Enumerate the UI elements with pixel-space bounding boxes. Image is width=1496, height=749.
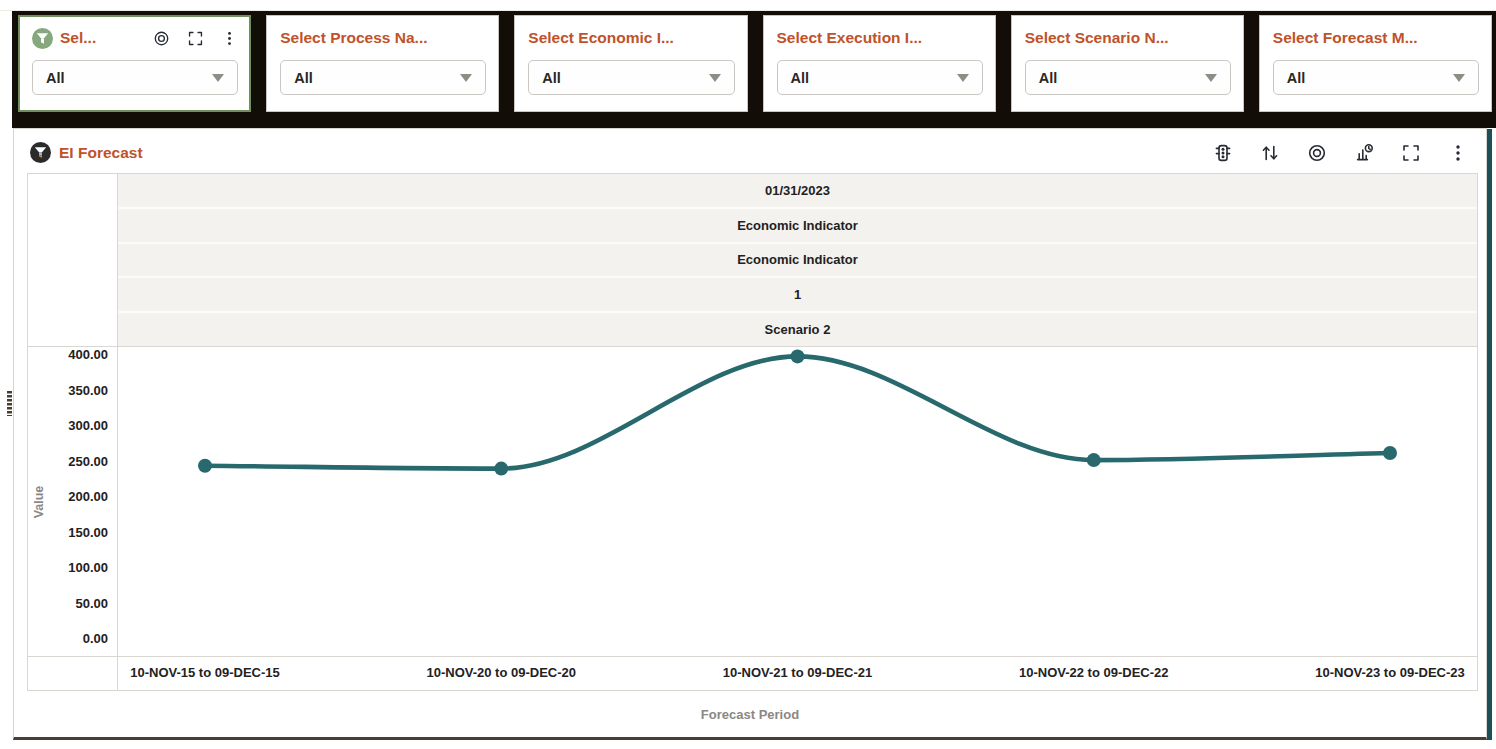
filter-dropdown[interactable]: All [32,60,238,95]
panel-title: EI Forecast [59,144,143,162]
y-tick-label: 100.00 [68,560,108,576]
chart-header-rows: 01/31/2023Economic IndicatorEconomic Ind… [118,174,1477,347]
data-point [1087,453,1101,467]
chart-header-row: 1 [118,278,1477,313]
data-point [494,462,508,476]
x-tick-label: 10-NOV-22 to 09-DEC-22 [1019,665,1169,680]
y-tick-label: 400.00 [68,347,108,363]
data-point [198,459,212,473]
filter-card-5: Select Scenario N... All [1011,15,1244,112]
x-tick-label: 10-NOV-21 to 09-DEC-21 [723,665,873,680]
chevron-down-icon [1453,74,1465,82]
y-tick-label: 0.00 [83,631,108,647]
chart-type-icon[interactable] [1354,143,1374,163]
y-tick-label: 200.00 [68,489,108,505]
filter-dropdown-value: All [46,70,65,86]
filter-dropdown[interactable]: All [1273,60,1479,95]
y-tick-label: 50.00 [75,596,108,612]
chart-header-row: 01/31/2023 [118,174,1477,209]
filter-card-title: Select Execution I... [777,29,923,47]
chart-header-row: Scenario 2 [118,313,1477,346]
filter-card-title: Select Economic I... [528,29,674,47]
x-axis-title: Forecast Period [14,691,1486,737]
chevron-down-icon [212,74,224,82]
filter-dropdown-value: All [542,70,561,86]
filter-dropdown[interactable]: All [528,60,734,95]
filter-dropdown[interactable]: All [777,60,983,95]
filter-card-1: Sel... All [18,15,251,112]
panel-header: EI Forecast [14,129,1486,172]
y-tick-label: 350.00 [68,383,108,399]
chart: 01/31/2023Economic IndicatorEconomic Ind… [27,173,1478,691]
filter-applied-icon [30,142,51,163]
chart-header-row: Economic Indicator [118,244,1477,279]
filter-card-title: Select Process Na... [280,29,427,47]
filter-card-2: Select Process Na... All [266,15,499,112]
chevron-down-icon [460,74,472,82]
filter-bar: Sel...AllSelect Process Na...AllSelect E… [12,11,1496,128]
y-tick-label: 250.00 [68,454,108,470]
maximize-icon[interactable] [187,30,204,47]
data-point [1383,446,1397,460]
x-tick-label: 10-NOV-20 to 09-DEC-20 [426,665,576,680]
panel-drag-handle[interactable] [7,391,12,416]
y-tick-label: 300.00 [68,418,108,434]
menu-icon[interactable] [1448,143,1468,163]
filter-card-title: Select Scenario N... [1025,29,1169,47]
ei-forecast-panel: EI Forecast 01/31/2023Economic Indicator… [13,128,1487,740]
filter-card-3: Select Economic I... All [514,15,747,112]
data-point [791,349,805,363]
chevron-down-icon [709,74,721,82]
vertical-scrollbar[interactable] [1487,129,1492,740]
x-axis: 10-NOV-15 to 09-DEC-15 10-NOV-20 to 09-DE… [118,657,1477,690]
filter-card-title: Select Forecast M... [1273,29,1418,47]
panel-toolbar [1213,143,1468,163]
plot-area [118,347,1477,657]
chevron-down-icon [957,74,969,82]
line-chart-svg [118,347,1477,657]
filter-dropdown-value: All [791,70,810,86]
filter-card-4: Select Execution I... All [763,15,996,112]
axis-gutter-top [28,174,118,347]
filter-dropdown[interactable]: All [280,60,486,95]
x-tick-label: 10-NOV-15 to 09-DEC-15 [130,665,280,680]
sort-icon[interactable] [1260,143,1280,163]
y-axis-title: Value [32,485,46,518]
filter-icon [32,28,53,49]
target-icon[interactable] [153,30,170,47]
y-tick-label: 150.00 [68,525,108,541]
filter-card-title: Sel... [60,29,96,47]
filter-dropdown[interactable]: All [1025,60,1231,95]
chart-header-row: Economic Indicator [118,209,1477,244]
traffic-light-icon[interactable] [1213,143,1233,163]
menu-icon[interactable] [221,30,238,47]
filter-dropdown-value: All [294,70,313,86]
axis-gutter-bottom [28,657,118,690]
filter-dropdown-value: All [1287,70,1306,86]
maximize-icon[interactable] [1401,143,1421,163]
target-icon[interactable] [1307,143,1327,163]
chevron-down-icon [1205,74,1217,82]
window-top-strip [0,0,1496,11]
filter-card-6: Select Forecast M... All [1259,15,1492,112]
filter-card-actions [153,30,238,47]
y-axis: Value 0.00 50.00 100.00 150.00 200.00 250.00 3… [28,347,118,657]
x-tick-label: 10-NOV-23 to 09-DEC-23 [1315,665,1465,680]
filter-dropdown-value: All [1039,70,1058,86]
